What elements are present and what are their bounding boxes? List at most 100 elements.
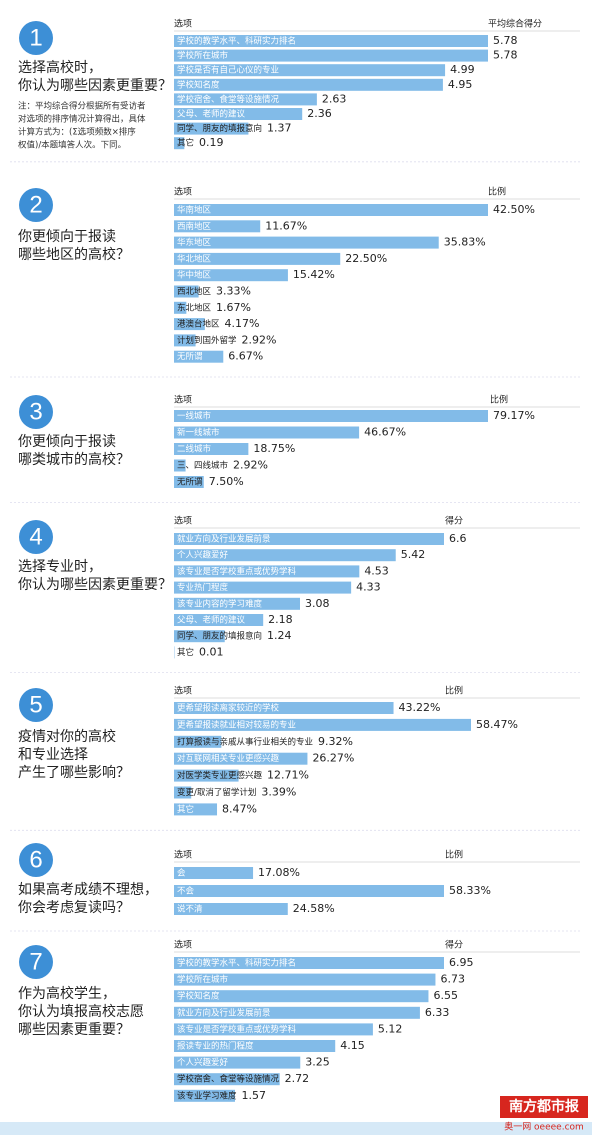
category-label: 华南地区 <box>177 205 212 216</box>
value-header: 比例 <box>445 685 463 697</box>
category-label: 就业方向及行业发展前景 <box>177 534 271 545</box>
bar <box>174 350 224 363</box>
bar <box>174 204 488 216</box>
value-label: 6.95 <box>449 956 474 969</box>
category-label: 无所谓 <box>177 351 203 362</box>
bar <box>174 318 205 331</box>
category-label: 不会 <box>177 886 195 897</box>
category-label: 学校所在城市 <box>177 974 229 985</box>
value-label: 0.01 <box>199 645 224 658</box>
category-label: 父母、老师的建议 <box>177 615 246 626</box>
category-label: 学校知名度 <box>177 991 220 1002</box>
value-label: 1.67% <box>216 301 251 314</box>
category-label: 打算报读与亲戚从事行业相关的专业 <box>177 736 313 747</box>
category-header: 选项 <box>174 186 192 198</box>
bar <box>174 735 222 748</box>
category-label: 二线城市 <box>177 444 212 455</box>
bar <box>174 867 254 879</box>
value-label: 35.83% <box>444 236 486 249</box>
value-label: 2.36 <box>307 107 332 120</box>
question-number: 1 <box>29 24 42 51</box>
category-label: 该专业是否学校重点或优势学科 <box>177 1024 297 1035</box>
question-number: 2 <box>29 191 42 218</box>
category-label: 同学、朋友的填报意向 <box>177 123 262 134</box>
question-number: 4 <box>29 523 42 550</box>
value-label: 1.57 <box>242 1089 267 1102</box>
value-label: 6.33 <box>425 1006 450 1019</box>
category-label: 该专业内容的学习难度 <box>177 598 263 609</box>
category-label: 计划到国外留学 <box>177 335 237 346</box>
value-label: 58.47% <box>476 718 518 731</box>
value-label: 3.33% <box>216 285 251 298</box>
bar <box>174 769 239 782</box>
value-label: 3.39% <box>261 786 296 799</box>
value-label: 4.33 <box>356 581 381 594</box>
value-label: 0.19 <box>199 136 224 149</box>
value-label: 1.37 <box>267 122 292 135</box>
question: 你认为填报高校志愿 <box>18 1003 144 1020</box>
bar <box>174 137 185 150</box>
site: 奥一网 oeeee.com <box>504 1121 584 1133</box>
category-header: 选项 <box>174 939 192 951</box>
category-label: 说不清 <box>177 904 203 915</box>
value-label: 15.42% <box>293 268 335 281</box>
question: 作为高校学生， <box>18 985 116 1002</box>
value-label: 4.95 <box>448 78 473 91</box>
bar <box>174 702 394 714</box>
value-label: 5.78 <box>493 34 518 47</box>
value-label: 2.92% <box>233 459 268 472</box>
category-label: 个人兴趣爱好 <box>177 550 229 561</box>
question: 你更倾向于报读 <box>18 228 116 245</box>
number-badge <box>19 21 53 55</box>
value-label: 4.53 <box>364 564 389 577</box>
category-label: 该专业学习难度 <box>177 1090 237 1101</box>
category-label: 学校所在城市 <box>177 50 229 61</box>
value-label: 12.71% <box>267 769 309 782</box>
bar <box>174 426 360 439</box>
value-label: 11.67% <box>265 219 307 232</box>
bottom-strip <box>0 1122 592 1135</box>
number-badge <box>19 395 53 429</box>
category-label: 会 <box>177 868 186 879</box>
note: 注：平均综合得分根据所有受访者 <box>18 101 146 112</box>
value-label: 4.15 <box>340 1039 365 1052</box>
question-number: 6 <box>29 846 42 873</box>
bar <box>174 957 444 969</box>
note: 对选项的排序情况计算得出，具体 <box>18 114 146 125</box>
bar <box>174 1056 301 1069</box>
value-label: 2.18 <box>268 613 293 626</box>
category-label: 学校的教学水平、科研实力排名 <box>177 958 296 969</box>
category-label: 专业热门程度 <box>177 582 229 593</box>
bar <box>174 35 488 47</box>
value-label: 8.47% <box>222 802 257 815</box>
category-label: 学校是否有自己心仪的专业 <box>177 65 279 76</box>
bar <box>174 1006 420 1019</box>
note: 计算方式为：(Σ选项频数×排序 <box>18 127 136 138</box>
value-label: 6.6 <box>449 532 467 545</box>
bar <box>174 803 218 816</box>
bar <box>174 597 300 610</box>
category-label: 学校知名度 <box>177 79 220 90</box>
category-label: 父母、老师的建议 <box>177 109 246 120</box>
value-label: 43.22% <box>399 701 441 714</box>
value-label: 58.33% <box>449 884 491 897</box>
value-label: 24.58% <box>293 902 335 915</box>
bar <box>174 122 249 135</box>
question: 你认为哪些因素更重要？ <box>18 78 172 94</box>
bar <box>174 885 444 897</box>
category-label: 三、四线城市 <box>177 460 229 471</box>
category-label: 对医学类专业更感兴趣 <box>177 770 263 781</box>
value-label: 79.17% <box>493 409 535 422</box>
bar <box>174 752 308 765</box>
value-label: 6.73 <box>440 973 465 986</box>
bar <box>174 614 264 626</box>
value-label: 2.63 <box>322 92 347 105</box>
bar <box>174 1040 336 1052</box>
value-label: 2.92% <box>242 333 277 346</box>
value-label: 5.78 <box>493 49 518 62</box>
bar <box>174 903 288 915</box>
number-badge <box>19 520 53 554</box>
value-header: 得分 <box>445 939 463 951</box>
question-number: 5 <box>29 691 42 718</box>
value-label: 6.55 <box>433 989 458 1002</box>
